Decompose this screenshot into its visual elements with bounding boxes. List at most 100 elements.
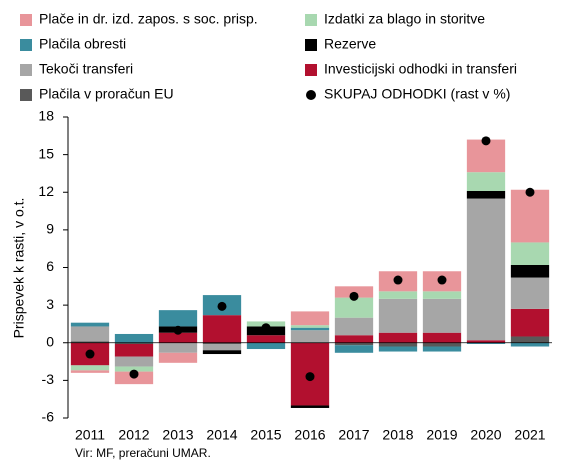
bar-segment [202,344,242,351]
bar-segment [510,308,550,337]
total-dot [173,325,183,335]
x-tick-label: 2015 [250,427,281,443]
bar-segment [334,297,374,318]
bar-segment [378,342,418,347]
total-dot [129,369,139,379]
bar-segment [466,190,506,199]
bar-segment [466,198,506,341]
bar-segment [202,342,242,345]
bar-segment [466,340,506,343]
legend-label: Rezerve [324,36,376,52]
x-tick-label: 2019 [426,427,457,443]
bar-segment [334,345,374,353]
bar-segment [202,315,242,343]
bar-segment [510,264,550,278]
legend-swatch [20,39,32,51]
bar-segment [510,342,550,347]
x-tick-label: 2018 [382,427,413,443]
legend-swatch [20,89,32,101]
x-tick-label: 2020 [470,427,501,443]
x-tick-label: 2021 [514,427,545,443]
bar-segment [466,342,506,345]
legend-label: Plače in dr. izd. zapos. s soc. prisp. [39,11,258,27]
legend-swatch [20,14,32,26]
legend-label: SKUPAJ ODHODKI (rast v %) [324,86,510,102]
legend-swatch [20,64,32,76]
legend-swatch [305,14,317,26]
bar-segment [70,365,110,371]
y-tick-label: 0 [46,333,54,349]
bar-segment [290,325,330,328]
total-dot [85,349,95,359]
total-dot [349,291,359,301]
bar-segment [202,350,242,355]
x-tick-label: 2014 [206,427,237,443]
source-note: Vir: MF, preračuni UMAR. [75,446,211,460]
x-tick-label: 2016 [294,427,325,443]
bar-segment [70,326,110,342]
legend-swatch [305,39,317,51]
x-tick-label: 2012 [118,427,149,443]
total-dot [217,301,227,311]
y-tick-label: 18 [38,108,54,124]
bar-segment [158,342,198,353]
y-tick-label: -6 [42,409,55,425]
legend-swatch [305,64,317,76]
total-dot [525,187,535,197]
y-axis-title: Prispevek k rasti, v o.t. [11,198,27,339]
bar-segment [290,405,330,408]
bar-segment [290,327,330,331]
x-tick-label: 2011 [75,427,105,443]
bar-segment [422,291,462,299]
bar-segment [70,322,110,327]
bar-segment [378,298,418,333]
total-dot [305,372,315,382]
x-tick-label: 2013 [162,427,193,443]
y-tick-label: -3 [42,371,55,387]
bar-segment [422,332,462,343]
legend-marker [306,90,316,100]
bar-segment [114,366,154,372]
bar-segment [246,342,286,350]
bar-segment [422,346,462,352]
bar-segment [114,344,154,357]
bar-segment [510,242,550,265]
legend-label: Plačila v proračun EU [39,86,174,102]
bar-segment [510,277,550,309]
legend-label: Izdatki za blago in storitve [324,11,485,27]
bar-segment [70,370,110,373]
bar-segment [510,189,550,243]
y-tick-label: 3 [46,296,54,312]
bar-segment [158,352,198,363]
bar-segment [290,311,330,326]
bar-segment [158,310,198,327]
legend-label: Plačila obresti [39,36,126,52]
total-dot [437,275,447,285]
y-tick-label: 15 [38,145,54,161]
bar-segment [510,336,550,343]
bar-segment [378,332,418,343]
y-tick-label: 12 [38,183,54,199]
legend-label: Tekoči transferi [39,61,133,77]
total-dot [481,136,491,146]
bar-segment [422,298,462,333]
bar-segment [334,317,374,336]
bar-segment [246,335,286,343]
bar-segment [114,356,154,367]
total-dot [261,323,271,333]
bar-segment [466,172,506,191]
bar-segment [70,341,110,343]
bar-segment [422,342,462,347]
y-tick-label: 9 [46,221,54,237]
bar-segment [114,342,154,345]
bar-segment [378,346,418,352]
y-tick-label: 6 [46,258,54,274]
total-dot [393,275,403,285]
legend-label: Investicijski odhodki in transferi [324,61,517,77]
x-tick-label: 2017 [338,427,369,443]
bar-segment [378,291,418,299]
bar-segment [334,342,374,346]
bar-segment [334,335,374,343]
bar-segment [290,330,330,343]
